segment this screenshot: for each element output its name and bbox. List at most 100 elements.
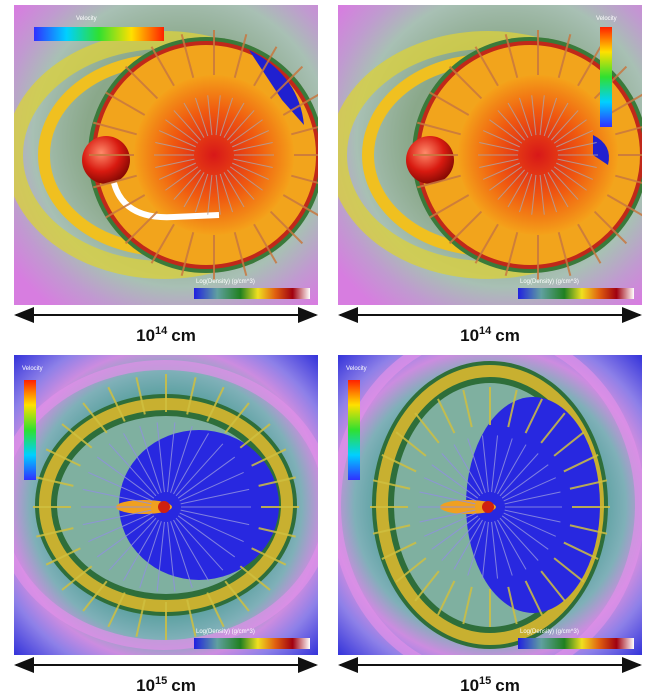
velocity-arrow: [429, 91, 470, 116]
velocity-arrow: [194, 97, 209, 137]
velocity-arrow: [417, 174, 461, 189]
velocity-arrow: [105, 91, 146, 116]
velocity-arrow: [482, 130, 520, 148]
velocity-arrow: [88, 471, 153, 502]
velocity-arrow: [291, 174, 318, 184]
scale-label: 1015 cm: [136, 675, 196, 694]
velocity-colorbar: [24, 380, 36, 480]
velocity-arrow: [424, 512, 477, 537]
velocity-arrow: [180, 232, 195, 276]
velocity-arrow: [615, 126, 642, 136]
velocity-arrow: [491, 521, 499, 579]
density-label: Log(Density) (g/cm^3): [196, 279, 255, 285]
velocity-arrow: [88, 512, 153, 543]
velocity-arrow: [173, 110, 201, 141]
velocity-arrow: [165, 119, 199, 144]
velocity-arrow: [291, 126, 318, 136]
velocity-arrow: [507, 102, 529, 138]
velocity-arrow: [82, 488, 152, 505]
velocity-arrow: [577, 46, 602, 87]
simulation-panel: Velocity Log(Density) (g/cm^3): [338, 355, 642, 655]
velocity-arrow: [158, 162, 196, 180]
scale-label: 1014 cm: [136, 325, 196, 345]
velocity-arrow: [474, 223, 499, 264]
velocity-arrow: [543, 97, 558, 137]
velocity-arrow: [491, 435, 499, 493]
blue-pocket: [593, 135, 609, 165]
velocity-arrow: [615, 174, 642, 184]
star: [482, 501, 494, 513]
velocity-arrow: [173, 519, 209, 581]
velocity-arrow: [170, 521, 193, 588]
velocity-arrow: [175, 517, 224, 571]
velocity-arrow: [467, 521, 486, 576]
velocity-arrow: [424, 477, 477, 502]
velocity-arrow: [507, 172, 529, 208]
velocity-arrow: [441, 517, 481, 561]
panel-content: Velocity Log(Density) (g/cm^3): [338, 355, 642, 655]
velocity-arrow: [177, 515, 236, 558]
velocity-arrow: [45, 448, 81, 467]
velocity-arrow: [179, 512, 244, 543]
velocity-arrow: [518, 173, 533, 213]
velocity-arrow: [540, 570, 566, 602]
simulation-panel: Velocity Log(Density) (g/cm^3): [14, 5, 318, 305]
velocity-arrow: [123, 433, 159, 495]
velocity-arrow: [219, 97, 234, 137]
velocity-arrow: [381, 541, 417, 560]
density-colorbar: [518, 288, 634, 299]
velocity-arrow: [524, 580, 543, 616]
velocity-arrow: [229, 166, 263, 191]
velocity-arrow: [45, 547, 81, 566]
velocity-arrow: [251, 448, 287, 467]
velocity-arrow: [167, 521, 176, 592]
velocity-arrow: [229, 119, 263, 144]
velocity-arrow: [553, 166, 587, 191]
velocity-arrow: [233, 34, 248, 78]
density-label: Log(Density) (g/cm^3): [520, 629, 579, 635]
core: [134, 75, 294, 235]
velocity-arrow: [61, 423, 93, 449]
velocity-arrow: [417, 121, 461, 136]
velocity-arrow: [395, 557, 427, 583]
velocity-arrow: [429, 194, 470, 219]
velocity-arrow: [215, 174, 221, 215]
velocity-arrow: [504, 491, 561, 505]
panel-content: Velocity Log(Density) (g/cm^3): [14, 5, 318, 305]
cavity: [466, 397, 600, 613]
velocity-arrow: [108, 443, 157, 497]
velocity-arrow: [108, 517, 157, 571]
velocity-arrow: [479, 158, 519, 168]
velocity-arrow: [170, 426, 193, 493]
velocity-arrow: [481, 521, 489, 579]
velocity-arrow: [577, 223, 602, 264]
velocity-arrow: [557, 34, 572, 78]
star: [158, 501, 170, 513]
velocity-arrow: [543, 173, 558, 213]
velocity-arrow: [107, 592, 126, 628]
velocity-arrow: [482, 162, 520, 180]
velocity-arrow: [557, 158, 597, 168]
velocity-arrow: [224, 402, 250, 434]
velocity-arrow: [437, 580, 456, 616]
velocity-arrow: [282, 194, 318, 217]
velocity-arrow: [180, 488, 250, 505]
velocity-arrow: [497, 169, 525, 200]
velocity-arrow: [165, 166, 199, 191]
velocity-arrow: [569, 479, 608, 490]
velocity-arrow: [155, 142, 195, 152]
velocity-arrow: [395, 431, 427, 457]
velocity-arrow: [206, 386, 225, 422]
panel-content: Velocity Log(Density) (g/cm^3): [14, 355, 318, 655]
velocity-colorbar: [348, 380, 360, 480]
velocity-arrow: [223, 102, 245, 138]
velocity-arrow: [180, 34, 195, 78]
velocity-arrow: [215, 95, 221, 136]
velocity-arrow: [381, 454, 417, 473]
velocity-arrow: [206, 592, 225, 628]
velocity-arrow: [499, 453, 539, 497]
velocity-arrow: [135, 599, 146, 637]
velocity-arrow: [494, 438, 513, 493]
velocity-arrow: [194, 173, 209, 213]
